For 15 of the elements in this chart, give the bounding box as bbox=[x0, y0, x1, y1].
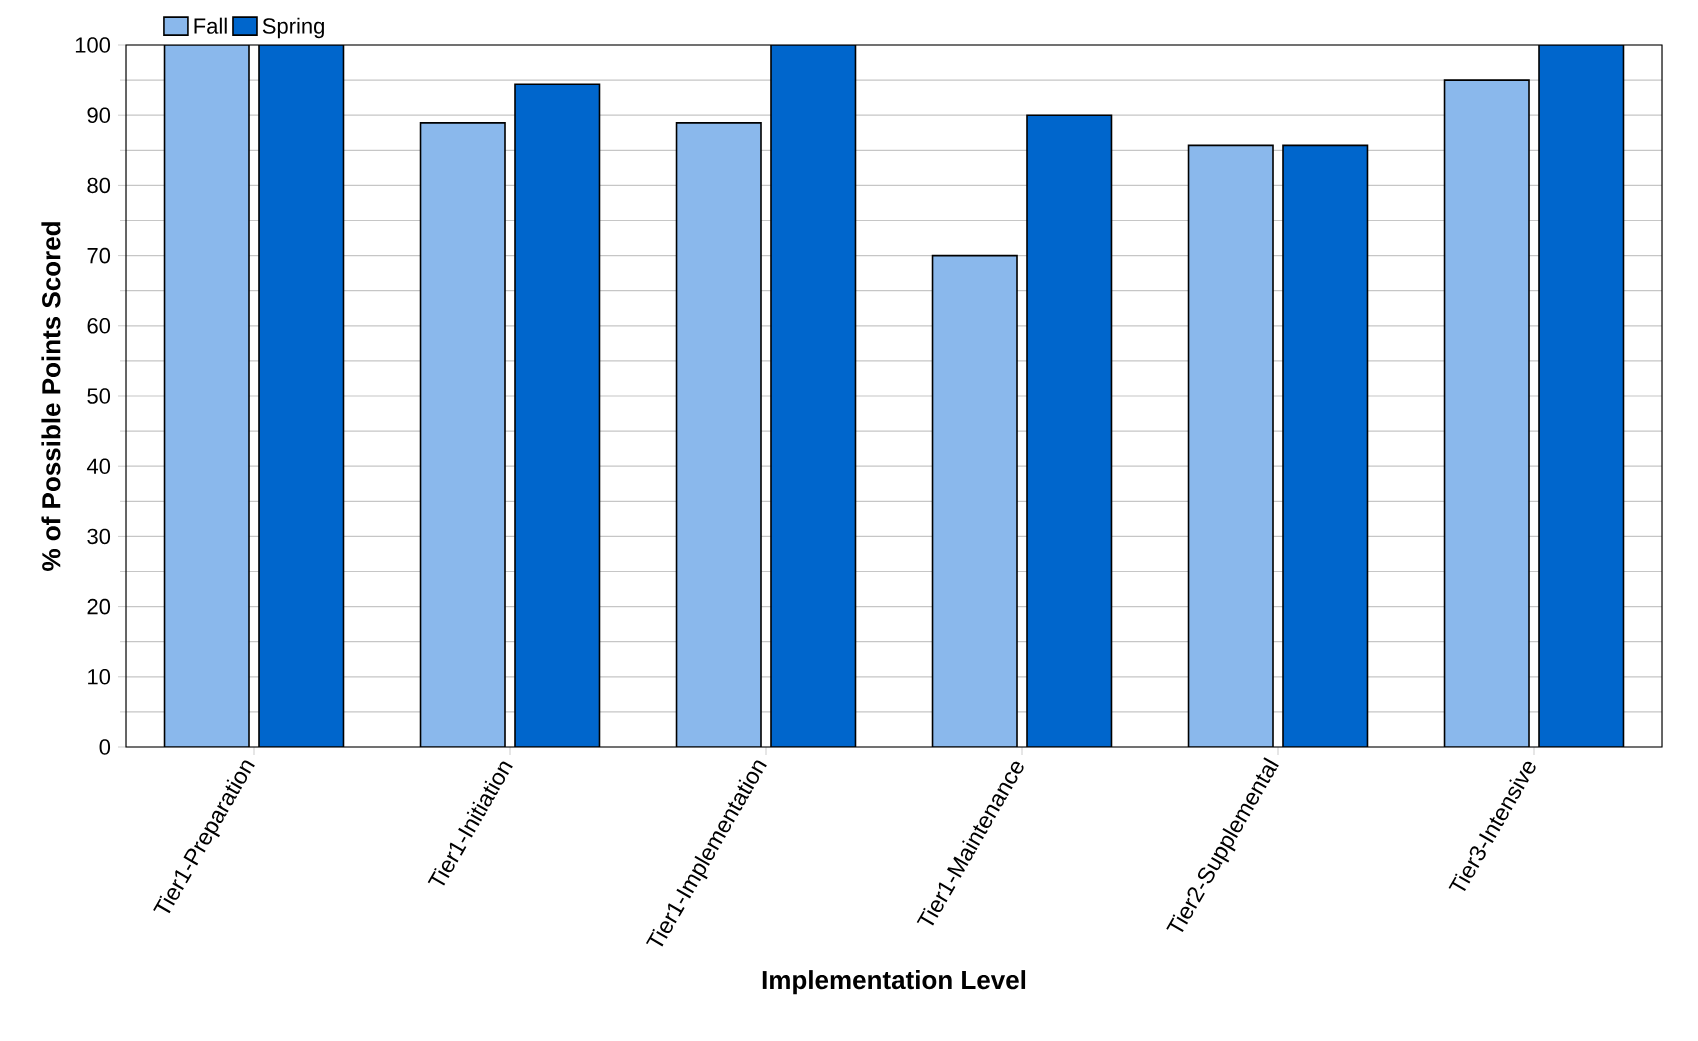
y-tick-label: 50 bbox=[87, 388, 111, 404]
x-axis-title: Implementation Level bbox=[762, 970, 1026, 995]
legend-label: Spring bbox=[262, 17, 324, 39]
legend-label: Fall bbox=[194, 17, 227, 34]
y-tick-label: 80 bbox=[87, 177, 111, 194]
y-tick-label: 60 bbox=[87, 318, 111, 334]
y-tick-label: 90 bbox=[87, 107, 111, 123]
y-tick-label: 30 bbox=[87, 528, 111, 545]
y-tick-label: 10 bbox=[88, 669, 111, 685]
y-tick-label: 0 bbox=[99, 739, 111, 755]
y-tick-label: 20 bbox=[87, 598, 111, 615]
y-tick-label: 70 bbox=[87, 247, 111, 264]
y-tick-label: 40 bbox=[86, 458, 111, 474]
y-axis-title: % of Possible Points Scored bbox=[41, 222, 61, 571]
y-tick-label: 100 bbox=[75, 37, 111, 53]
